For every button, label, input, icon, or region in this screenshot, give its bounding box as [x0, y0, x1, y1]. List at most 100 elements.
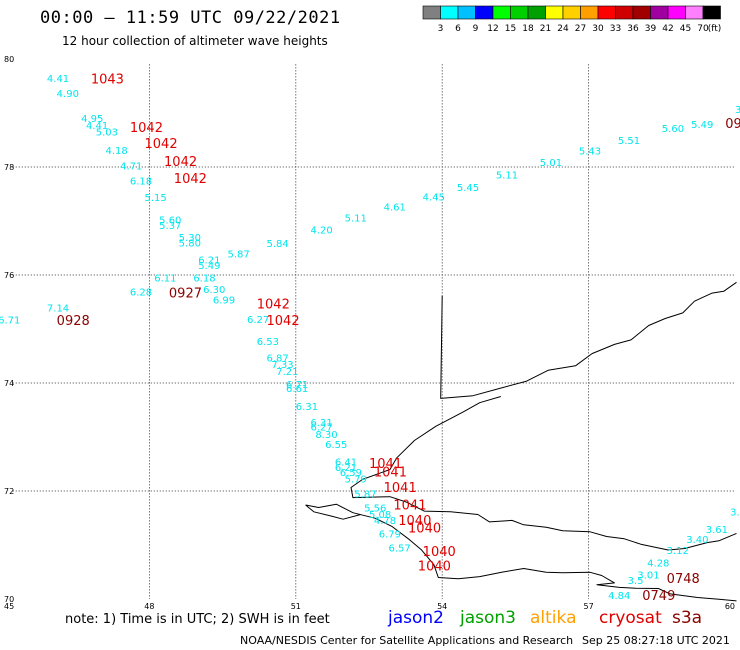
- time-label: 1041: [393, 498, 426, 513]
- lon-tick-label: 48: [144, 602, 154, 611]
- color-legend: 3 6 9 12 15 18 21 24 27 30 33 36 39 42 45 70(ft): [422, 5, 722, 34]
- lon-tick-label: 51: [291, 602, 301, 611]
- time-label: 1042: [164, 155, 197, 170]
- swh-label: 6.41: [335, 458, 357, 469]
- swh-label: 5.03: [96, 128, 118, 139]
- swh-label: 4.41: [86, 121, 108, 132]
- swh-label: 3.7: [730, 507, 740, 518]
- generation-timestamp: Sep 25 08:27:18 UTC 2021: [582, 634, 730, 647]
- time-label: 1042: [257, 297, 290, 312]
- time-label: 1040: [423, 545, 456, 560]
- swh-label: 5.80: [179, 238, 201, 249]
- time-label: 1042: [145, 137, 178, 152]
- swh-label: 5.87: [354, 489, 376, 500]
- swh-label: 4.28: [647, 559, 669, 570]
- legend-tick-label: 6: [455, 24, 461, 34]
- coastline-segment: [305, 504, 361, 520]
- swh-label: 6.31: [310, 418, 332, 429]
- coastline-segment: [440, 281, 737, 399]
- swh-label: 3.12: [667, 546, 689, 557]
- swh-label: 7.21: [276, 367, 298, 378]
- swh-label: 3.40: [686, 535, 708, 546]
- lat-tick-label: 72: [4, 487, 14, 496]
- swh-label: 6.71: [0, 316, 20, 327]
- time-label: 1042: [267, 314, 300, 329]
- satellite-altika: altika: [530, 608, 577, 628]
- time-label: 092: [725, 117, 740, 132]
- swh-label: 5.49: [198, 261, 220, 272]
- swh-label: 4.90: [57, 89, 79, 100]
- lat-tick-label: 78: [4, 163, 14, 172]
- swh-label: 6.18: [193, 273, 215, 284]
- swh-label: 4.20: [310, 225, 332, 236]
- time-label: 1041: [374, 465, 407, 480]
- lon-tick-label: 54: [437, 602, 447, 611]
- swh-label: 6.59: [340, 468, 362, 479]
- time-label: 0927: [169, 287, 202, 302]
- time-label: 1040: [398, 514, 431, 529]
- swh-label: 5.84: [267, 239, 289, 250]
- swh-label: 5.79: [345, 474, 367, 485]
- swh-label: 6.21: [198, 256, 220, 267]
- time-label: 0748: [667, 572, 700, 587]
- swh-label: 6.61: [286, 384, 308, 395]
- lat-tick-label: 74: [4, 379, 14, 388]
- swh-label: 4.45: [423, 192, 445, 203]
- swh-label: 6.87: [267, 353, 289, 364]
- swh-label: 6.71: [286, 380, 308, 391]
- swh-label: 4.18: [105, 146, 127, 157]
- map-title: 00:00 – 11:59 UTC 09/22/2021: [40, 8, 341, 28]
- swh-label: 3.01: [637, 570, 659, 581]
- swh-label: 4.95: [81, 114, 103, 125]
- coastline-segment: [305, 503, 737, 602]
- swh-label: 5.49: [691, 120, 713, 131]
- satellite-cryosat: cryosat: [599, 608, 662, 628]
- time-labels: 1043104210421042104209271042104209281041…: [57, 72, 740, 604]
- swh-label: 5.08: [369, 510, 391, 521]
- swh-label: 6.28: [130, 288, 152, 299]
- legend-tick-label: 12: [487, 24, 498, 34]
- swh-labels: 4.414.904.954.415.034.184.716.185.155.60…: [0, 74, 740, 602]
- swh-label: 6.27: [247, 315, 269, 326]
- swh-label: 5.11: [496, 170, 518, 181]
- time-label: 1041: [369, 457, 402, 472]
- legend-tick-label: 18: [522, 24, 534, 34]
- legend-tick-label: 39: [645, 24, 657, 34]
- swh-label: 5.56: [364, 504, 386, 515]
- swh-label: 4.61: [384, 203, 406, 214]
- legend-tick-label: 15: [505, 24, 516, 34]
- swh-label: 4.78: [374, 516, 396, 527]
- swh-label: 4.84: [608, 591, 630, 602]
- time-label: 1042: [130, 121, 163, 136]
- legend-tick-label: 45: [680, 24, 691, 34]
- satellite-jason2: jason2: [388, 608, 444, 628]
- swh-label: 6.18: [130, 176, 152, 187]
- legend-tick-label: 33: [610, 24, 621, 34]
- swh-label: 5.15: [145, 193, 167, 204]
- swh-label: 6.99: [213, 296, 235, 307]
- swh-label: 6.55: [325, 440, 347, 451]
- legend-tick-label: 24: [557, 24, 569, 34]
- lon-tick-label: 57: [584, 602, 594, 611]
- time-label: 1040: [408, 522, 441, 537]
- legend-tick-label: 42: [662, 24, 673, 34]
- swh-label: 6.57: [389, 543, 411, 554]
- time-label: 1041: [384, 481, 417, 496]
- swh-label: 7.14: [47, 304, 69, 315]
- swh-label: 8.30: [315, 430, 337, 441]
- swh-label: 5.11: [345, 214, 367, 225]
- legend-unit: (ft): [708, 24, 722, 34]
- footer-note: note: 1) Time is in UTC; 2) SWH is in fe…: [65, 612, 330, 627]
- map-subtitle: 12 hour collection of altimeter wave hei…: [62, 34, 328, 48]
- swh-label: 4.71: [120, 162, 142, 173]
- lat-tick-label: 70: [4, 595, 14, 604]
- time-label: 1042: [174, 172, 207, 187]
- swh-label: 5.87: [227, 250, 249, 261]
- swh-label: 6.31: [296, 402, 318, 413]
- time-label: 0928: [57, 314, 90, 329]
- swh-label: 5.30: [179, 233, 201, 244]
- legend-tick-label: 30: [592, 24, 604, 34]
- satellite-s3a: s3a: [672, 608, 703, 628]
